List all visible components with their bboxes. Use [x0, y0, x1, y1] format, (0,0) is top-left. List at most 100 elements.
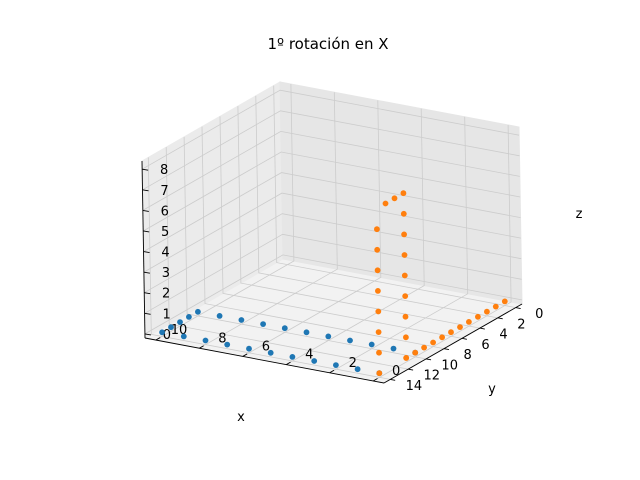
x-tick	[443, 348, 450, 350]
series-1-point	[177, 319, 183, 325]
z-tick-label: 0	[163, 328, 171, 343]
x-tick-label: 8	[463, 348, 471, 363]
series-2-point	[375, 288, 381, 294]
z-axis-line	[141, 160, 146, 339]
series-2-point	[448, 329, 454, 336]
series-2-point	[439, 334, 445, 341]
series-1-point	[311, 358, 318, 364]
z-grid-line	[143, 172, 521, 252]
z-tick-label: 7	[160, 184, 168, 199]
x-axis-line	[383, 303, 523, 384]
y-tick	[199, 345, 204, 349]
y-grid-line	[199, 92, 338, 349]
series-2-point	[376, 370, 383, 377]
x-tick	[408, 368, 414, 371]
y-axis-line	[144, 337, 385, 384]
x-tick-label: 4	[499, 328, 507, 343]
series-2-point	[421, 344, 427, 351]
x-tick-label: 6	[481, 338, 489, 353]
series-1-point	[246, 345, 252, 352]
grid-lines	[141, 83, 522, 382]
data-points	[159, 190, 508, 377]
series-2-point	[430, 339, 436, 346]
z-tick	[144, 292, 151, 295]
series-2-point	[391, 195, 398, 202]
series-1-point	[238, 317, 245, 323]
series-1-point	[368, 341, 375, 348]
z-tick	[142, 168, 149, 171]
y-grid-line	[286, 108, 425, 365]
series-2-point	[466, 319, 472, 325]
x-tick-label: 14	[406, 379, 423, 394]
series-1-point	[325, 333, 332, 340]
x-grid-line	[183, 136, 427, 360]
x-tick-label: 0	[535, 307, 543, 322]
series-2-point	[501, 298, 508, 305]
series-2-point	[374, 226, 380, 233]
series-1-point	[289, 354, 296, 360]
series-1-point	[347, 337, 353, 344]
series-1-point	[224, 341, 231, 348]
series-1-point	[303, 329, 310, 336]
series-1-point	[186, 314, 192, 320]
series-2-point	[375, 308, 382, 315]
z-grid-line	[141, 89, 520, 170]
x-grid-line	[237, 106, 480, 329]
z-grid-line	[143, 151, 521, 232]
series-1-point	[168, 324, 174, 331]
series-2-point	[492, 303, 499, 310]
y-tick-label: 0	[392, 364, 400, 379]
y-tick-label: 4	[305, 348, 313, 363]
x-grid-line	[165, 147, 409, 370]
y-tick	[155, 337, 161, 341]
z-grid-line	[144, 213, 522, 294]
series-2-point	[374, 267, 381, 274]
z-tick	[142, 189, 149, 192]
chart-title: 1º rotación en X	[267, 35, 388, 53]
series-2-point	[401, 231, 407, 238]
series-1-point	[202, 337, 209, 344]
z-tick-label: 3	[162, 266, 170, 281]
x-grid-line	[201, 126, 445, 349]
z-grid-line	[144, 233, 522, 314]
z-tick	[143, 271, 150, 274]
series-2-point	[403, 334, 409, 341]
series-2-point	[374, 246, 381, 253]
y-tick-label: 2	[349, 356, 357, 371]
z-tick	[143, 251, 150, 254]
series-2-point	[376, 349, 382, 356]
x-tick-label: 2	[517, 317, 525, 332]
z-grid-line	[142, 110, 520, 191]
z-tick-label: 2	[162, 287, 170, 302]
x-tick	[515, 307, 521, 309]
z-tick-label: 8	[160, 163, 168, 178]
x-tick	[426, 358, 432, 361]
series-1-point	[333, 362, 339, 368]
z-grid-line	[142, 130, 520, 211]
y-grid-line	[155, 83, 295, 341]
x-axis-label: x	[237, 410, 245, 425]
z-grid-line	[144, 254, 522, 335]
series-1-point	[260, 321, 266, 327]
z-axis-label: z	[576, 207, 583, 222]
series-1-point	[180, 333, 187, 340]
series-2-point	[412, 349, 419, 356]
z-tick-label: 1	[162, 307, 170, 322]
series-2-point	[375, 329, 382, 335]
axis-lines	[141, 160, 523, 384]
y-tick	[329, 369, 335, 374]
z-tick	[144, 312, 151, 315]
z-tick	[144, 333, 152, 336]
series-1-point	[267, 349, 274, 356]
x-tick	[479, 327, 485, 330]
series-1-point	[281, 325, 288, 332]
z-tick-label: 5	[161, 225, 169, 240]
series-2-point	[400, 190, 407, 197]
z-tick-label: 4	[161, 246, 169, 261]
series-2-point	[484, 308, 490, 315]
x-grid-line	[147, 157, 391, 380]
z-tick	[142, 209, 149, 212]
y-tick	[286, 361, 291, 365]
